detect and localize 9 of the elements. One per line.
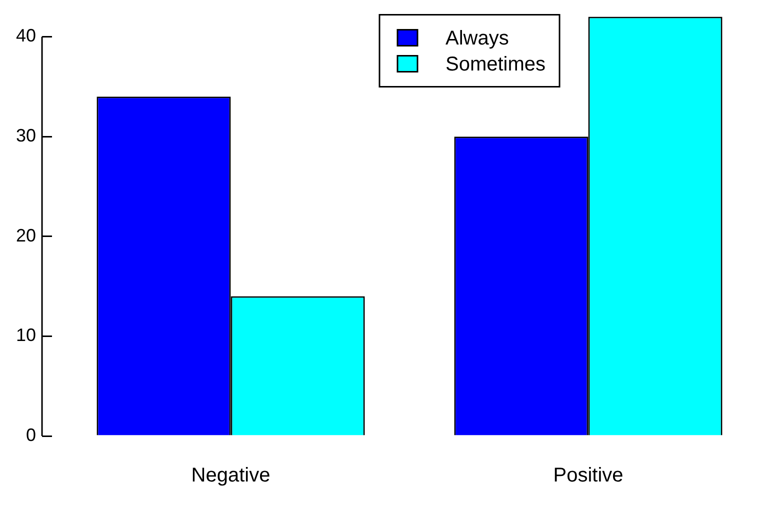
y-tick-label: 20 <box>16 225 36 246</box>
x-tick-label: Negative <box>191 464 270 487</box>
y-tick-label: 0 <box>26 424 36 445</box>
y-tick-label: 30 <box>16 126 36 146</box>
legend-label: Always <box>445 27 509 50</box>
legend-label: Sometimes <box>445 53 546 76</box>
x-tick-label: Positive <box>553 464 624 487</box>
y-tick-label: 10 <box>16 325 36 346</box>
y-tick-label: 40 <box>16 26 36 46</box>
